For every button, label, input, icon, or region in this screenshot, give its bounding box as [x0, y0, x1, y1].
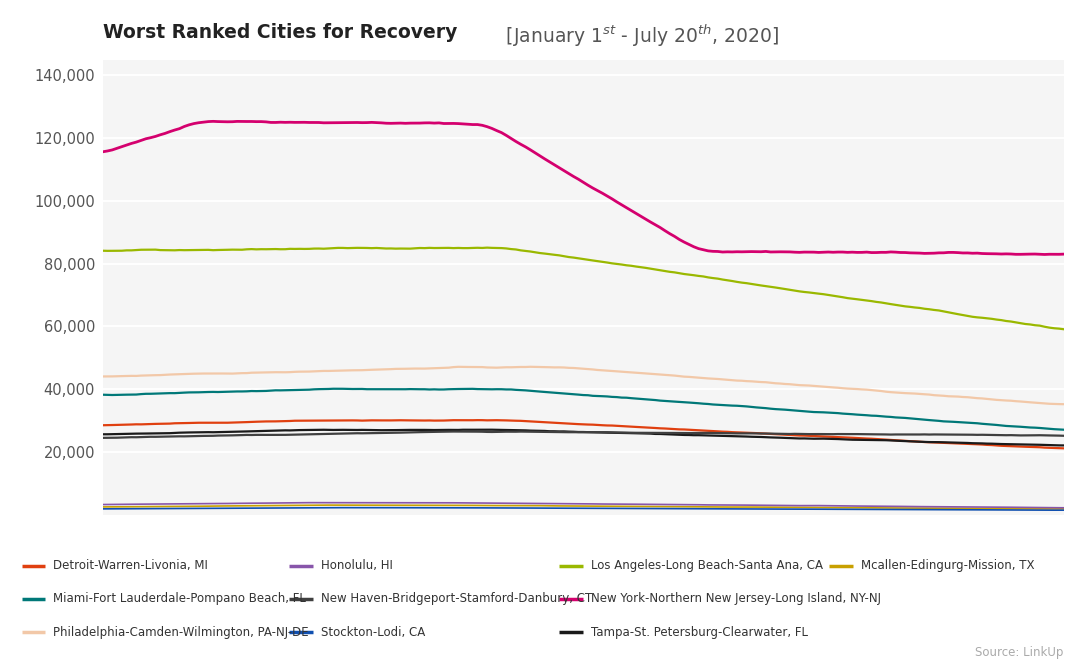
Text: Feb 20: Feb 20 [315, 530, 370, 544]
Text: Mcallen-Edingurg-Mission, TX: Mcallen-Edingurg-Mission, TX [861, 559, 1035, 572]
Text: Tampa-St. Petersburg-Clearwater, FL: Tampa-St. Petersburg-Clearwater, FL [591, 625, 808, 639]
Text: May 20: May 20 [741, 530, 800, 544]
Text: Stockton-Lodi, CA: Stockton-Lodi, CA [321, 625, 426, 639]
Text: Source: LinkUp: Source: LinkUp [975, 645, 1064, 659]
Text: Worst Ranked Cities for Recovery: Worst Ranked Cities for Recovery [103, 23, 457, 42]
Text: Honolulu, HI: Honolulu, HI [321, 559, 393, 572]
Text: Philadelphia-Camden-Wilmington, PA-NJ-DE: Philadelphia-Camden-Wilmington, PA-NJ-DE [53, 625, 309, 639]
Text: Jul 20: Jul 20 [1041, 530, 1080, 544]
Text: Los Angeles-Long Beach-Santa Ana, CA: Los Angeles-Long Beach-Santa Ana, CA [591, 559, 823, 572]
Text: New York-Northern New Jersey-Long Island, NY-NJ: New York-Northern New Jersey-Long Island… [591, 592, 881, 606]
Text: Jun 20: Jun 20 [893, 530, 946, 544]
Text: Jan 20: Jan 20 [168, 530, 219, 544]
Text: Miami-Fort Lauderdale-Pompano Beach, FL: Miami-Fort Lauderdale-Pompano Beach, FL [53, 592, 306, 606]
Text: Detroit-Warren-Livonia, MI: Detroit-Warren-Livonia, MI [53, 559, 207, 572]
Text: Apr 20: Apr 20 [599, 530, 653, 544]
Text: New Haven-Bridgeport-Stamford-Danbury, CT: New Haven-Bridgeport-Stamford-Danbury, C… [321, 592, 592, 606]
Text: [January 1$^{st}$ - July 20$^{th}$, 2020]: [January 1$^{st}$ - July 20$^{th}$, 2020… [500, 23, 779, 49]
Text: Mar 20: Mar 20 [449, 530, 507, 544]
